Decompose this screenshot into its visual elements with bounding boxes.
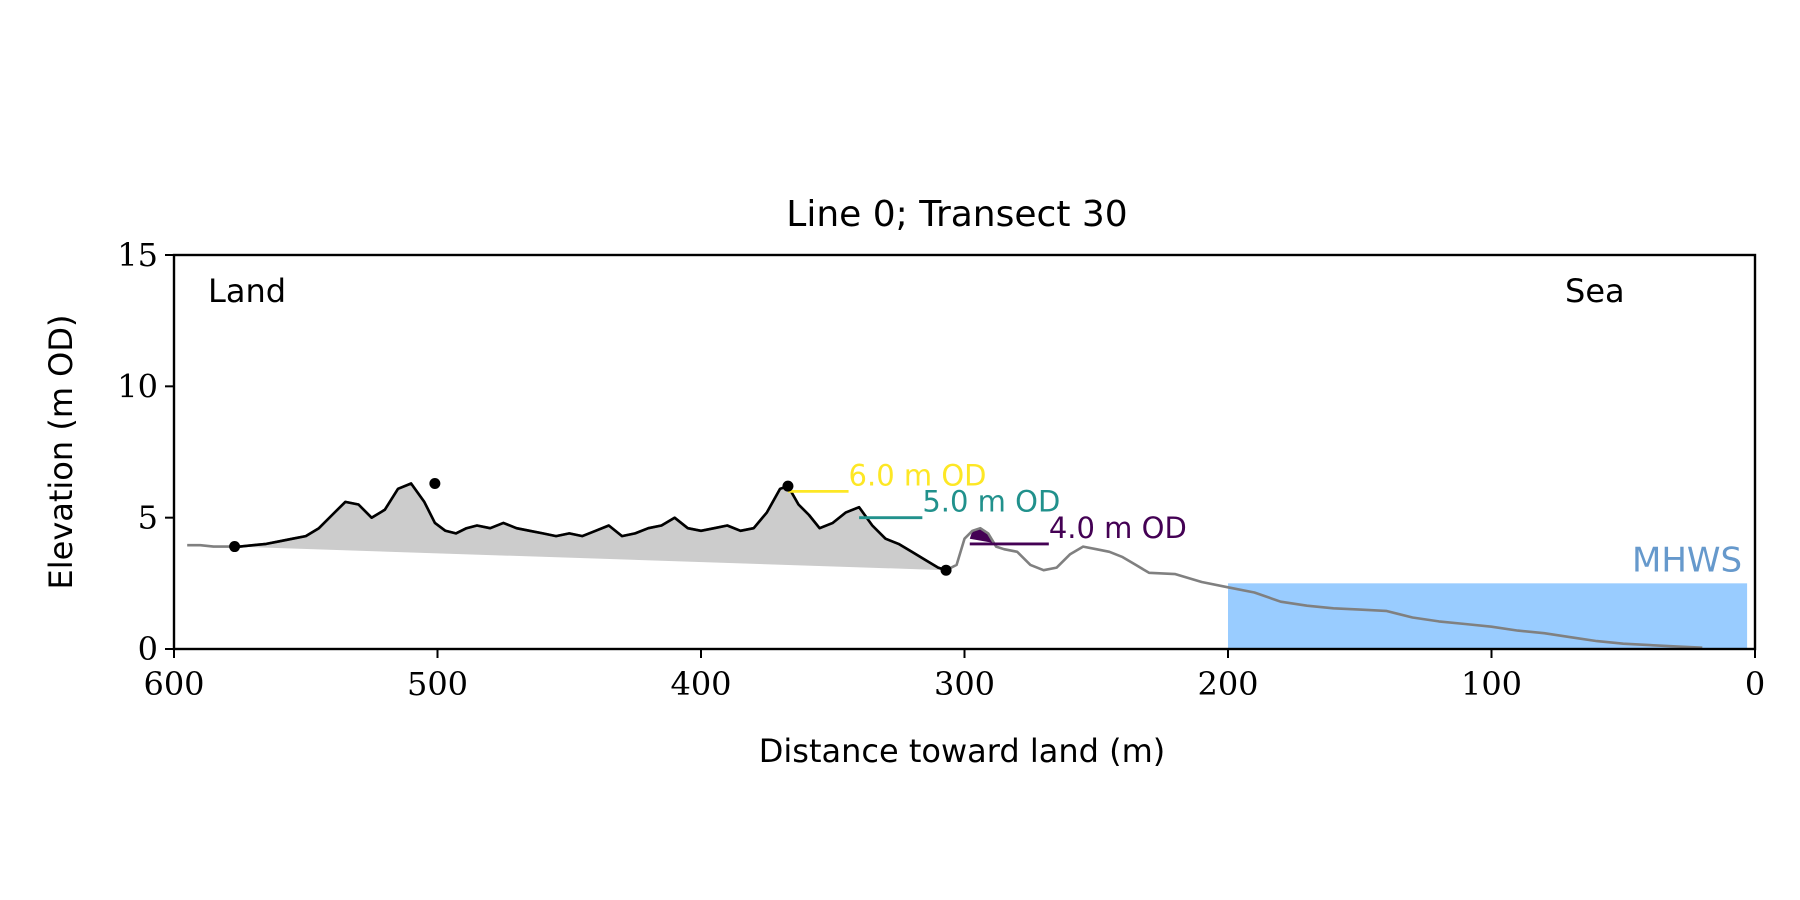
x-tick-label-3: 300 <box>934 665 995 703</box>
mhws-label: MHWS <box>1632 540 1742 580</box>
x-tick-label-4: 200 <box>1197 665 1258 703</box>
y-tick-label-1: 5 <box>138 499 158 537</box>
level-label-1: 5.0 m OD <box>922 485 1060 519</box>
profile-marker-2 <box>782 480 794 492</box>
level-4-volume-fill <box>969 528 999 544</box>
profile-marker-0 <box>229 541 241 553</box>
level-label-2: 4.0 m OD <box>1049 511 1187 545</box>
y-tick-label-3: 15 <box>117 236 158 274</box>
x-axis-label: Distance toward land (m) <box>759 732 1165 770</box>
chart-title: Line 0; Transect 30 <box>786 194 1127 235</box>
profile-marker-3 <box>940 564 952 576</box>
x-tick-label-5: 100 <box>1461 665 1522 703</box>
x-tick-label-6: 0 <box>1745 665 1765 703</box>
x-tick-label-2: 400 <box>670 665 731 703</box>
profile-line-dune <box>234 482 947 572</box>
y-tick-label-2: 10 <box>117 367 158 405</box>
y-axis-label: Elevation (m OD) <box>42 315 80 590</box>
axis-ticks: 600 500 400 300 200 100 0 0 5 10 15 <box>117 236 1765 703</box>
mhws-water-fill <box>1228 583 1748 649</box>
y-tick-label-0: 0 <box>138 630 158 668</box>
x-tick-label-0: 600 <box>143 665 204 703</box>
level-label-0: 6.0 m OD <box>849 458 987 492</box>
x-tick-label-1: 500 <box>407 665 468 703</box>
dune-volume-fill <box>234 483 947 571</box>
land-label: Land <box>208 272 286 310</box>
sea-label: Sea <box>1565 272 1625 310</box>
profile-marker-1 <box>429 478 441 490</box>
plot-area: 6.0 m OD5.0 m OD4.0 m OD MHWS <box>187 458 1748 649</box>
